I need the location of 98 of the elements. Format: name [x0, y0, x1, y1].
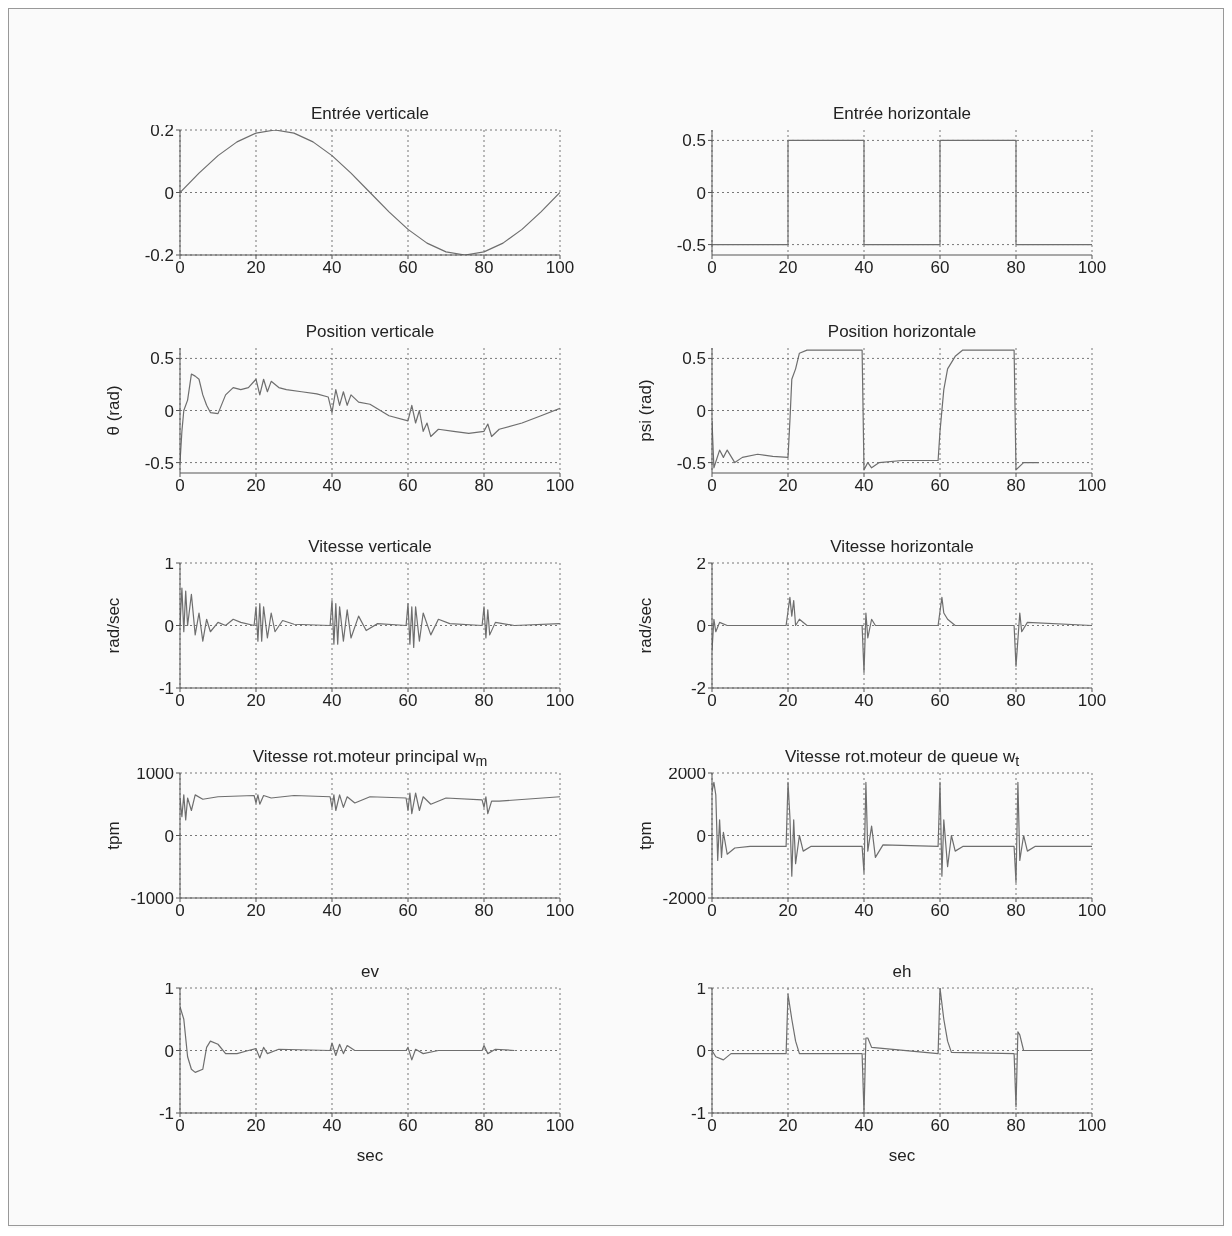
x-tick-label: 40	[322, 691, 342, 711]
x-tick-label: 80	[1006, 476, 1026, 496]
x-tick-label: 20	[778, 476, 798, 496]
y-tick-label: 1	[696, 979, 706, 999]
chart-title: Vitesse verticale	[308, 537, 432, 556]
x-tick-label: 80	[474, 691, 494, 711]
y-tick-label: -0.2	[144, 246, 174, 266]
y-tick-label: 0.2	[150, 121, 174, 141]
y-axis-title: rad/sec	[104, 597, 124, 654]
x-tick-label: 100	[545, 901, 575, 921]
x-tick-label: 100	[1077, 476, 1107, 496]
y-tick-label: 1000	[136, 764, 174, 784]
y-tick-label: -2000	[662, 889, 706, 909]
x-tick-label: 60	[398, 476, 418, 496]
x-tick-label: 100	[1077, 901, 1107, 921]
y-tick-label: 0.5	[682, 131, 706, 151]
x-tick-label: 40	[854, 901, 874, 921]
y-tick-label: 2000	[668, 764, 706, 784]
x-tick-label: 100	[1077, 691, 1107, 711]
x-tick-label: 40	[322, 476, 342, 496]
x-tick-label: 100	[545, 1116, 575, 1136]
y-tick-label: 2	[696, 554, 706, 574]
y-tick-label: -1	[158, 679, 174, 699]
chart-title: Vitesse horizontale	[830, 537, 974, 556]
x-tick-label: 40	[854, 258, 874, 278]
x-tick-label: 40	[322, 258, 342, 278]
x-tick-label: 40	[854, 1116, 874, 1136]
y-tick-label: 0	[164, 1041, 174, 1061]
x-tick-label: 20	[778, 901, 798, 921]
y-tick-label: 0	[696, 616, 706, 636]
y-axis-title: rad/sec	[636, 597, 656, 654]
x-tick-label: 100	[545, 476, 575, 496]
chart-title: eh	[892, 962, 912, 981]
x-tick-label: 100	[545, 258, 575, 278]
x-tick-label: 80	[474, 476, 494, 496]
x-tick-label: 80	[474, 258, 494, 278]
y-tick-label: 1	[164, 979, 174, 999]
chart-title: Entrée horizontale	[832, 103, 972, 125]
x-tick-label: 60	[398, 1116, 418, 1136]
x-axis-title: sec	[356, 1146, 384, 1165]
x-tick-label: 60	[398, 901, 418, 921]
x-tick-label: 80	[474, 1116, 494, 1136]
y-tick-label: 0	[696, 183, 706, 203]
y-tick-label: 0	[696, 1041, 706, 1061]
x-tick-label: 80	[1006, 901, 1026, 921]
x-tick-label: 60	[930, 901, 950, 921]
y-axis-title: tpm	[104, 821, 124, 850]
y-tick-label: -0.5	[676, 453, 706, 473]
y-tick-label: 1	[164, 554, 174, 574]
y-axis-title: θ (rad)	[104, 385, 124, 436]
x-tick-label: 20	[778, 691, 798, 711]
y-tick-label: 0.5	[682, 349, 706, 369]
chart-title: Position horizontale	[826, 321, 978, 343]
chart-title: ev	[361, 962, 379, 981]
x-tick-label: 80	[474, 901, 494, 921]
y-tick-label: 0	[164, 401, 174, 421]
x-tick-label: 60	[398, 258, 418, 278]
x-tick-label: 20	[246, 258, 266, 278]
y-axis-title: tpm	[636, 821, 656, 850]
x-tick-label: 40	[854, 476, 874, 496]
chart-title: Position verticale	[304, 321, 436, 343]
x-tick-label: 60	[930, 258, 950, 278]
x-axis-title: sec	[888, 1146, 916, 1165]
y-tick-label: -1000	[130, 889, 174, 909]
chart-title: Entrée verticale	[310, 104, 430, 123]
x-tick-label: 80	[1006, 258, 1026, 278]
chart-title: Vitesse rot.moteur de queue w$_{t}$	[784, 747, 1020, 770]
x-tick-label: 20	[246, 901, 266, 921]
x-tick-label: 100	[1077, 258, 1107, 278]
x-tick-label: 100	[545, 691, 575, 711]
y-tick-label: -1	[690, 1104, 706, 1124]
y-tick-label: -0.5	[676, 235, 706, 255]
x-tick-label: 80	[1006, 691, 1026, 711]
x-tick-label: 60	[398, 691, 418, 711]
x-tick-label: 60	[930, 1116, 950, 1136]
x-tick-label: 20	[778, 258, 798, 278]
x-tick-label: 40	[322, 901, 342, 921]
y-tick-label: 0	[164, 183, 174, 203]
x-tick-label: 20	[778, 1116, 798, 1136]
chart-title: Vitesse rot.moteur principal w$_{m}$	[252, 747, 488, 770]
y-tick-label: -0.5	[144, 453, 174, 473]
y-tick-label: 0	[164, 826, 174, 846]
x-tick-label: 20	[246, 1116, 266, 1136]
x-tick-label: 40	[322, 1116, 342, 1136]
y-tick-label: -2	[690, 679, 706, 699]
x-tick-label: 20	[246, 691, 266, 711]
y-tick-label: -1	[158, 1104, 174, 1124]
y-axis-title: psi (rad)	[636, 379, 656, 442]
x-tick-label: 100	[1077, 1116, 1107, 1136]
x-tick-label: 60	[930, 691, 950, 711]
y-tick-label: 0	[164, 616, 174, 636]
y-tick-label: 0.5	[150, 349, 174, 369]
x-tick-label: 60	[930, 476, 950, 496]
y-tick-label: 0	[696, 826, 706, 846]
x-tick-label: 40	[854, 691, 874, 711]
x-tick-label: 80	[1006, 1116, 1026, 1136]
x-tick-label: 20	[246, 476, 266, 496]
y-tick-label: 0	[696, 401, 706, 421]
